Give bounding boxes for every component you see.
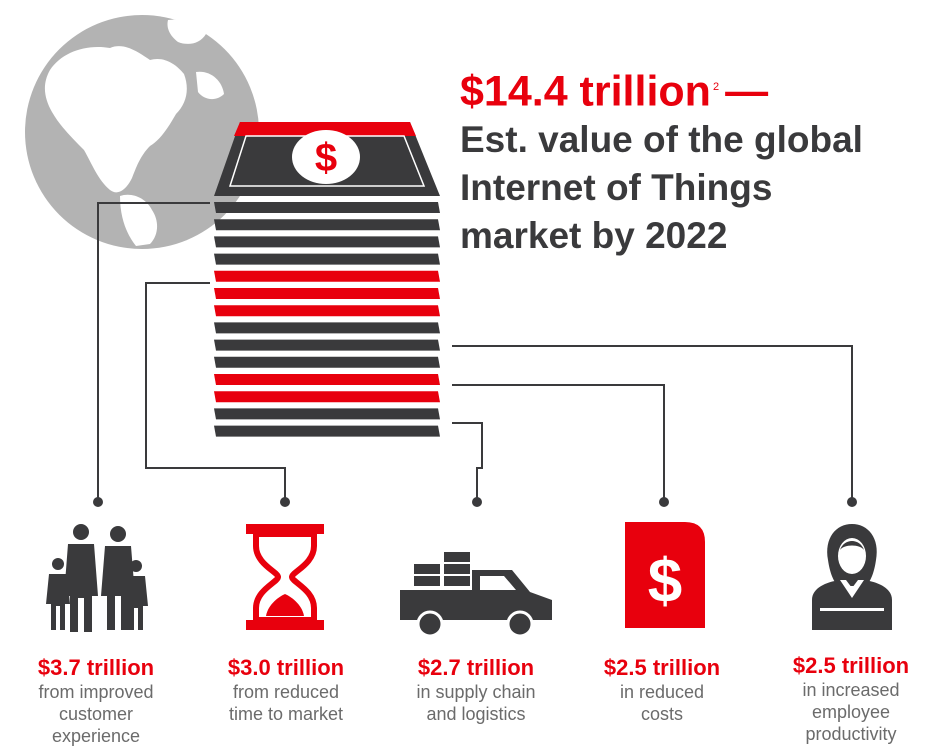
item-description: in increased employee productivity: [802, 680, 900, 744]
item-amount: $3.0 trillion: [227, 655, 345, 680]
bill-stripe: [214, 322, 440, 334]
family-icon: [46, 524, 148, 632]
connector-dots: [93, 497, 857, 507]
item-time-to-market: $3.0 trillion from reduced time to marke…: [191, 655, 381, 725]
svg-text:$: $: [315, 136, 337, 180]
item-description: from improved customer experience: [38, 682, 154, 746]
headline-amount: $14.4 trillion: [460, 67, 711, 116]
bill-stripe: [214, 305, 440, 317]
item-employee-productivity: $2.5 trillion in increased employee prod…: [756, 653, 946, 745]
employee-icon: [812, 524, 892, 630]
bill-stripe: [214, 253, 440, 265]
item-amount: $2.5 trillion: [792, 653, 910, 678]
headline-amount-line: $14.4 trillion 2 —: [460, 62, 940, 116]
item-description: in reduced costs: [619, 682, 705, 724]
hourglass-icon: [246, 524, 324, 630]
bill-stripe: [214, 425, 440, 437]
item-amount: $2.5 trillion: [603, 655, 721, 680]
item-amount: $2.7 trillion: [417, 655, 535, 680]
dollar-document-icon: $: [625, 522, 705, 628]
item-description: from reduced time to market: [228, 682, 344, 724]
svg-text:$: $: [648, 547, 682, 616]
headline-line-1: Est. value of the global: [460, 119, 863, 161]
headline: $14.4 trillion 2 — Est. value of the globa…: [460, 62, 940, 260]
item-amount: $3.7 trillion: [37, 655, 155, 680]
headline-dash: —: [725, 67, 769, 116]
footnote-marker: 2: [712, 81, 720, 93]
headline-line-2: Internet of Things: [460, 167, 773, 209]
item-description: in supply chain and logistics: [416, 682, 536, 724]
connector-lines: [97, 202, 853, 500]
globe-icon: [25, 15, 259, 249]
truck-icon: [400, 552, 552, 638]
bill-stripe: [214, 236, 440, 248]
item-supply-chain: $2.7 trillion in supply chain and logist…: [381, 655, 571, 725]
bill-stripe: [214, 219, 440, 231]
bill-stripe: [214, 288, 440, 299]
item-customer-experience: $3.7 trillion from improved customer exp…: [1, 655, 191, 747]
bill-stripe: [214, 356, 440, 368]
bill-stripe: [214, 374, 440, 385]
bill-stripe: [214, 202, 440, 213]
bill-stripe: [214, 339, 440, 351]
headline-line-3: market by 2022: [460, 215, 728, 257]
bill-stripe: [214, 408, 440, 420]
bill-stripe: [214, 391, 440, 403]
money-stack-icon: $: [214, 122, 440, 437]
item-reduced-costs: $2.5 trillion in reduced costs: [567, 655, 757, 725]
bill-stripe: [214, 270, 440, 282]
